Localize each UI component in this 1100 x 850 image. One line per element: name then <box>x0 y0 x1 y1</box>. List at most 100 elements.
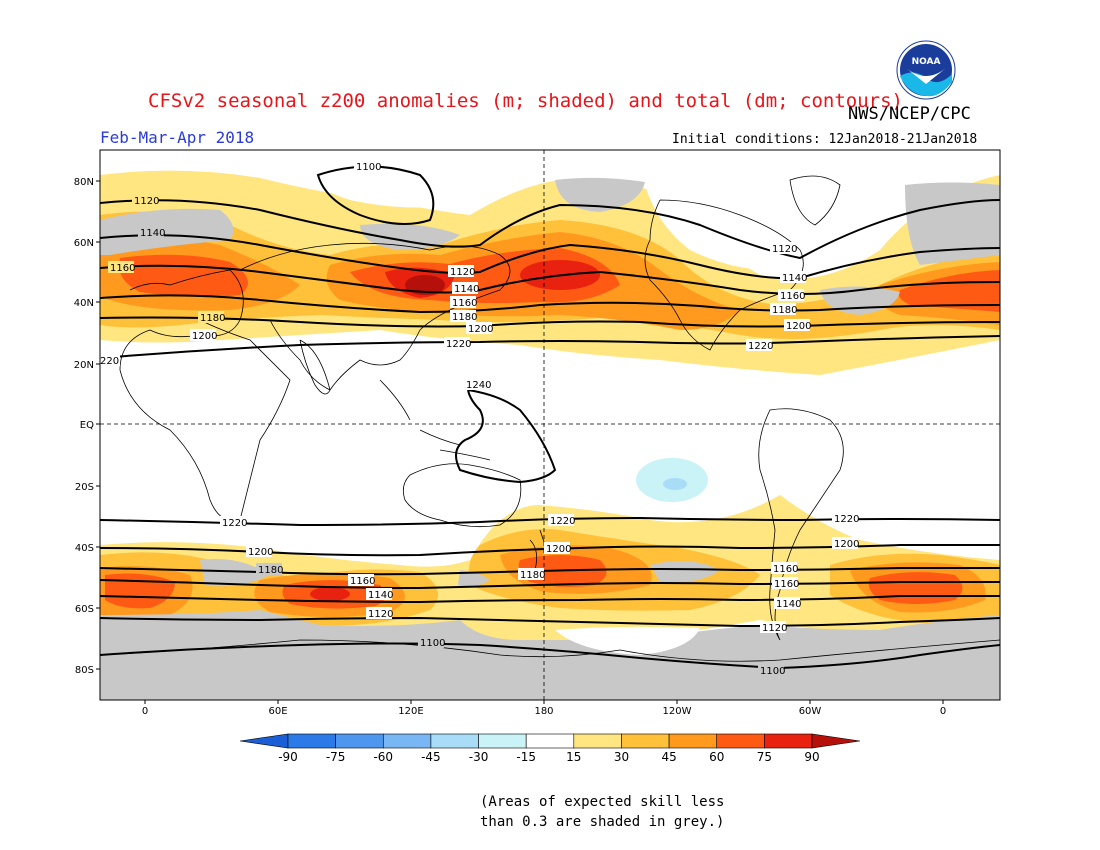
svg-text:1160: 1160 <box>110 263 135 274</box>
colorbar-segment <box>573 733 622 749</box>
contour-label: 1200 <box>784 319 811 332</box>
contour-label: 1140 <box>780 271 807 284</box>
svg-text:1180: 1180 <box>772 305 797 316</box>
contour-label: 1200 <box>246 545 273 558</box>
colorbar-segment <box>764 733 813 749</box>
svg-text:1200: 1200 <box>192 331 217 342</box>
svg-text:1180: 1180 <box>520 570 545 581</box>
contour-label: 1120 <box>760 621 787 634</box>
colorbar-tick-label: -75 <box>326 750 346 764</box>
contour-label: 1140 <box>138 226 165 239</box>
colorbar-segment <box>430 733 479 749</box>
svg-text:1200: 1200 <box>248 547 273 558</box>
colorbar-tick-label: -30 <box>469 750 489 764</box>
height-contours <box>100 165 1000 670</box>
contour-label: 1160 <box>778 289 805 302</box>
skill-note-line-2: than 0.3 are shaded in grey.) <box>480 814 725 830</box>
contour-label: 1180 <box>518 568 545 581</box>
colorbar-segment <box>382 733 432 749</box>
lon-label: 60W <box>799 706 822 717</box>
svg-text:1100: 1100 <box>760 666 785 677</box>
contour-label: 1200 <box>190 329 217 342</box>
svg-text:1140: 1140 <box>454 284 479 295</box>
colorbar-tick-label: 45 <box>661 750 676 764</box>
svg-text:1220: 1220 <box>748 341 773 352</box>
svg-text:1220: 1220 <box>446 339 471 350</box>
svg-text:1140: 1140 <box>140 228 165 239</box>
colorbar-segment <box>621 733 670 749</box>
contour-label: 1200 <box>466 322 493 335</box>
svg-text:1160: 1160 <box>773 564 798 575</box>
contour-label: 1120 <box>770 242 797 255</box>
lat-label: 60N <box>74 238 94 249</box>
svg-text:1220: 1220 <box>834 514 859 525</box>
colorbar-tick-label: -90 <box>278 750 298 764</box>
lon-label: 60E <box>268 706 287 717</box>
contour-label: 220 <box>100 354 120 367</box>
lat-label: EQ <box>80 420 94 431</box>
colorbar-tick-label: 60 <box>709 750 724 764</box>
svg-text:1140: 1140 <box>368 590 393 601</box>
svg-text:1220: 1220 <box>222 518 247 529</box>
lon-label: 120W <box>663 706 692 717</box>
season-label: Feb-Mar-Apr 2018 <box>100 128 255 147</box>
colorbar-tick-label: 15 <box>566 750 581 764</box>
contour-label: 1160 <box>108 261 135 274</box>
lat-label: 60S <box>75 604 94 615</box>
lat-label: 20N <box>74 360 94 371</box>
colorbar-tick-label: -15 <box>516 750 536 764</box>
svg-text:1160: 1160 <box>452 298 477 309</box>
svg-text:1120: 1120 <box>134 196 159 207</box>
colorbar-segment <box>239 733 289 749</box>
svg-text:1200: 1200 <box>834 539 859 550</box>
coastlines <box>100 175 1000 662</box>
contour-label: 1220 <box>746 339 773 352</box>
contour-label: 1160 <box>772 577 799 590</box>
noaa-logo-icon: NOAA <box>896 40 956 100</box>
colorbar-segment <box>811 733 861 749</box>
colorbar-segment <box>287 733 336 749</box>
contour-label: 1120 <box>366 607 393 620</box>
colorbar-segment <box>716 733 765 749</box>
contour-label: 1240 <box>464 378 491 391</box>
svg-text:1120: 1120 <box>772 244 797 255</box>
svg-text:1160: 1160 <box>774 579 799 590</box>
lon-label: 120E <box>398 706 423 717</box>
logo-text: NOAA <box>912 57 941 67</box>
colorbar-tick-label: -60 <box>373 750 393 764</box>
map-frame <box>99 149 1001 701</box>
contour-label: 1220 <box>220 516 247 529</box>
colorbar-segment <box>525 733 575 749</box>
lon-axis: 0 60E 120E 180 120W 60W 0 <box>142 700 946 717</box>
svg-text:1120: 1120 <box>450 267 475 278</box>
lat-label: 40S <box>75 543 94 554</box>
svg-text:1200: 1200 <box>546 544 571 555</box>
contour-label: 1180 <box>256 563 283 576</box>
lat-axis: 80N 60N 40N 20N EQ 20S 40S 60S 80S <box>74 177 100 676</box>
contour-label: 1100 <box>418 636 445 649</box>
contour-label: 1200 <box>832 537 859 550</box>
contour-label: 1220 <box>832 512 859 525</box>
colorbar-tick-label: -45 <box>421 750 441 764</box>
skill-note: (Areas of expected skill less than 0.3 a… <box>480 792 724 832</box>
svg-text:1100: 1100 <box>356 162 381 173</box>
svg-text:1160: 1160 <box>350 576 375 587</box>
lat-label: 80S <box>75 665 94 676</box>
contour-label: 1120 <box>448 265 475 278</box>
contour-label: 1180 <box>450 310 477 323</box>
skill-note-line-1: (Areas of expected skill less <box>480 794 725 810</box>
contour-label: 1140 <box>452 282 479 295</box>
contour-label: 1220 <box>548 514 575 527</box>
svg-text:1160: 1160 <box>780 291 805 302</box>
contour-label: 1100 <box>758 664 785 677</box>
contour-label: 1200 <box>544 542 571 555</box>
lon-label: 0 <box>940 706 946 717</box>
contour-label: 1180 <box>198 311 225 324</box>
colorbar-tick-label: 75 <box>757 750 772 764</box>
contour-label: 1120 <box>132 194 159 207</box>
contour-label: 1140 <box>774 597 801 610</box>
lat-label: 40N <box>74 298 94 309</box>
contour-label: 1160 <box>771 562 798 575</box>
contour-label: 1220 <box>444 337 471 350</box>
